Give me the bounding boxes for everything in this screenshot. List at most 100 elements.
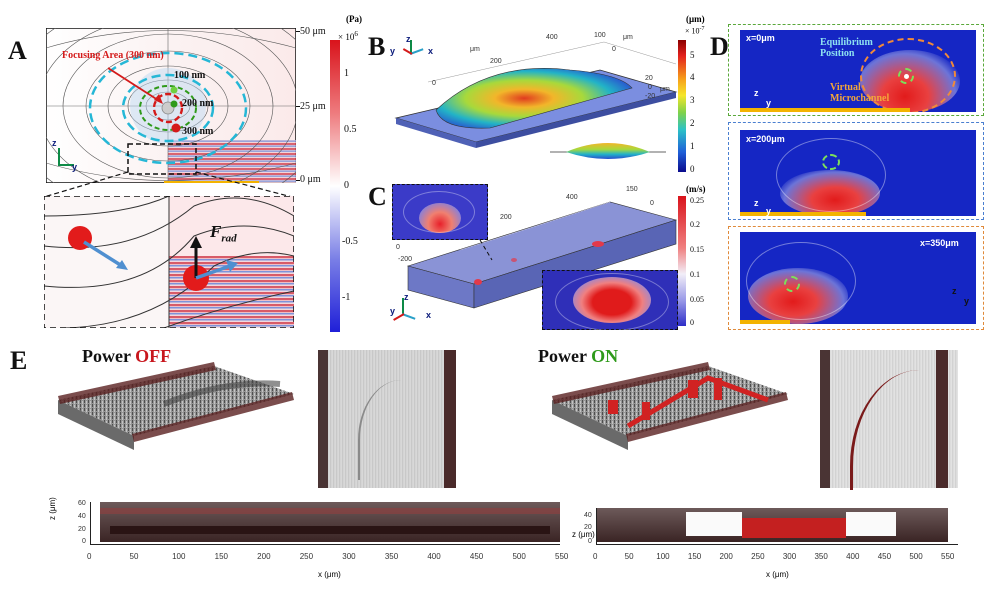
colorbar-a-scale: × 106 — [338, 30, 358, 42]
colorbar-b-tick-1: 1 — [690, 141, 695, 151]
e-off-x-tick-550: 550 — [555, 552, 569, 561]
c-tick-150: 150 — [626, 186, 638, 193]
colorbar-a-unit: (Pa) — [346, 14, 362, 24]
ring-label-300: 300 nm — [182, 126, 214, 137]
e-off-x-tick-300: 300 — [342, 552, 356, 561]
e-off-x-tick-50: 50 — [129, 552, 139, 561]
e-on-x-tick-500: 500 — [909, 552, 923, 561]
colorbar-c-tick-0.2: 0.2 — [690, 220, 700, 229]
c-tick-0: 0 — [396, 244, 400, 251]
e-off-x-tick-150: 150 — [214, 552, 228, 561]
e-on-z-label: z (μm) — [572, 530, 595, 539]
zoom-lines — [43, 171, 293, 198]
axis-y-label-d1: y — [766, 98, 772, 108]
axis-z-label-b: z — [406, 34, 411, 44]
b-tick-y0: 0 — [612, 46, 616, 53]
virtual-microchannel-label: Virtual Microchannel — [830, 82, 890, 104]
colorbar-b-tick-0: 0 — [690, 164, 695, 174]
e-on-x-tick-200: 200 — [719, 552, 733, 561]
e-off-x-label: x (μm) — [318, 570, 341, 579]
e-off-x-tick-100: 100 — [172, 552, 186, 561]
colorbar-b-tick-5: 5 — [690, 50, 695, 60]
e-on-x-tick-550: 550 — [941, 552, 955, 561]
e-off-z-tick-40: 40 — [78, 513, 86, 520]
ring-label-100: 100 nm — [174, 70, 206, 81]
panel-b-axes — [396, 36, 436, 64]
e-off-z-tick-20: 20 — [78, 526, 86, 533]
axis-y-label-d3: y — [964, 296, 970, 306]
e-on-x-tick-50: 50 — [624, 552, 634, 561]
e-off-x-tick-450: 450 — [469, 552, 484, 561]
colorbar-b-tick-2: 2 — [690, 118, 695, 128]
colorbar-c-tick-0.1: 0.1 — [690, 270, 700, 279]
colorbar-c-tick-0.25: 0.25 — [690, 196, 704, 205]
e-off-z-label: z (μm) — [48, 497, 57, 520]
panel-b-side-view — [550, 143, 666, 159]
b-unit-1: μm — [470, 46, 480, 53]
panel-c-axes — [386, 296, 426, 326]
e-off-x-tick-500: 500 — [512, 552, 526, 561]
c-tick-0b: 0 — [650, 200, 654, 207]
e-off-z-tick-0: 0 — [82, 538, 86, 545]
b-unit-3: μm — [660, 86, 670, 93]
panel-d-frame-x350 — [728, 226, 984, 330]
e-on-z-tick-40: 40 — [584, 512, 592, 519]
panel-label-a: A — [8, 36, 27, 65]
power-off-3d-view — [58, 362, 294, 450]
d-label-x0: x=0μm — [746, 33, 775, 43]
power-off-top-view — [318, 350, 456, 488]
axis-z-label-c: z — [404, 292, 409, 302]
b-tick-z0: 0 — [648, 84, 652, 91]
power-on-side-view — [596, 508, 948, 542]
power-off-title: Power OFF — [82, 346, 172, 366]
colorbar-c — [678, 196, 686, 326]
colorbar-b-tick-4: 4 — [690, 72, 695, 82]
axis-y-label-a: y — [72, 162, 78, 172]
panel-d-slice-x0 — [740, 30, 976, 112]
height-tick-50: 50 μm — [300, 26, 326, 37]
axis-z-label-d2: z — [754, 198, 759, 208]
colorbar-a-tick-neg0.5: -0.5 — [342, 236, 358, 247]
e-on-x-tick-250: 250 — [751, 552, 765, 561]
axis-x-label-c: x — [426, 310, 432, 320]
power-on-top-view — [820, 350, 958, 490]
b-tick-x400: 400 — [546, 34, 558, 41]
e-on-x-tick-100: 100 — [656, 552, 670, 561]
colorbar-a-tick-neg1: -1 — [342, 292, 351, 303]
e-off-x-tick-0: 0 — [87, 552, 92, 561]
c-tick-neg200: -200 — [398, 256, 413, 263]
equilibrium-position-label: Equilibrium Position — [820, 37, 873, 59]
panel-a-pressure-field — [46, 28, 296, 183]
panel-label-b: B — [368, 32, 386, 61]
colorbar-b — [678, 40, 686, 172]
power-on-title: Power ON — [538, 346, 619, 366]
panel-d-slice-x200 — [740, 130, 976, 216]
d-label-x200: x=200μm — [746, 134, 785, 144]
colorbar-b-scale: × 10-7 — [685, 26, 705, 36]
panel-c-inset-right — [542, 270, 678, 331]
panel-c-inset-left — [392, 184, 488, 240]
e-off-x-tick-250: 250 — [299, 552, 314, 561]
panel-b-displacement-3d — [394, 41, 678, 148]
colorbar-a-tick-0: 0 — [344, 180, 349, 191]
panel-label-d: D — [710, 32, 729, 61]
e-on-x-tick-150: 150 — [687, 552, 702, 561]
b-tick-zneg20: -20 — [645, 93, 656, 100]
colorbar-b-unit: (μm) — [686, 14, 705, 24]
focusing-area-label: Focusing Area (300 nm) — [62, 50, 164, 61]
e-on-x-tick-300: 300 — [782, 552, 797, 561]
panel-d-slice-x350 — [740, 232, 976, 324]
b-tick-x200: 200 — [490, 58, 502, 65]
axis-y-label-c: y — [390, 306, 396, 316]
c-tick-400: 400 — [566, 194, 578, 201]
d-label-x350: x=350μm — [920, 238, 959, 248]
height-tick-25: 25 μm — [300, 101, 326, 112]
axis-z-label-a: z — [52, 138, 57, 148]
colorbar-c-tick-0.05: 0.05 — [690, 295, 704, 304]
colorbar-c-tick-0: 0 — [690, 318, 694, 327]
panel-label-c: C — [368, 182, 387, 211]
e-on-z-tick-20: 20 — [584, 524, 592, 531]
panel-d-frame-x0 — [728, 24, 984, 116]
colorbar-b-tick-3: 3 — [690, 95, 695, 105]
e-on-z-tick-0: 0 — [588, 538, 592, 545]
